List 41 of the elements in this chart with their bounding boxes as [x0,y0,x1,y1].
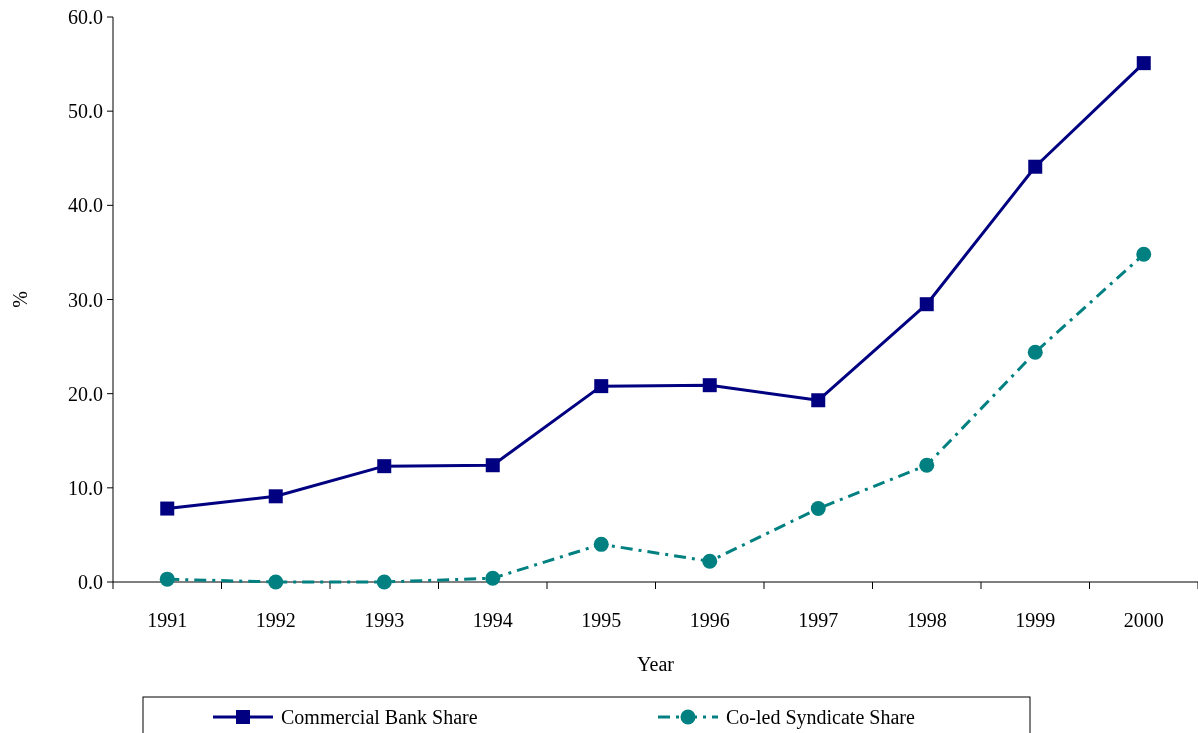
point [702,553,718,569]
point [268,574,284,590]
legend-label: Co-led Syndicate Share [726,706,915,729]
point [593,536,609,552]
point [1027,344,1043,360]
point [1136,56,1151,71]
x-tick-label: 2000 [1123,609,1164,631]
point [1136,246,1152,262]
point [1028,159,1043,174]
point [377,459,392,474]
point [485,458,500,473]
point [268,489,283,504]
x-tick-label: 1996 [689,609,730,631]
point [811,393,826,408]
point [160,501,175,516]
y-axis-title: % [9,291,31,308]
legend-label: Commercial Bank Share [281,706,478,728]
y-tick-label: 10.0 [68,476,103,499]
y-tick-label: 40.0 [68,194,103,217]
x-tick-label: 1991 [147,609,188,631]
x-tick-label: 1994 [472,609,513,631]
y-tick-label: 0.0 [78,571,103,593]
x-tick-label: 1997 [798,609,839,631]
point [485,570,501,586]
y-tick-label: 50.0 [68,100,103,123]
point [702,378,717,393]
point [594,379,609,394]
point [919,297,934,312]
point [159,571,175,587]
point [919,457,935,473]
point [376,574,392,590]
x-tick-label: 1998 [906,609,947,631]
y-tick-label: 60.0 [68,6,103,28]
x-tick-label: 1993 [364,609,405,631]
x-tick-label: 1995 [581,609,622,631]
x-axis-title: Year [637,653,675,675]
y-tick-label: 20.0 [68,382,103,405]
y-tick-label: 30.0 [68,288,103,311]
x-tick-label: 1992 [255,609,296,631]
point [810,501,826,517]
x-tick-label: 1999 [1015,609,1056,631]
